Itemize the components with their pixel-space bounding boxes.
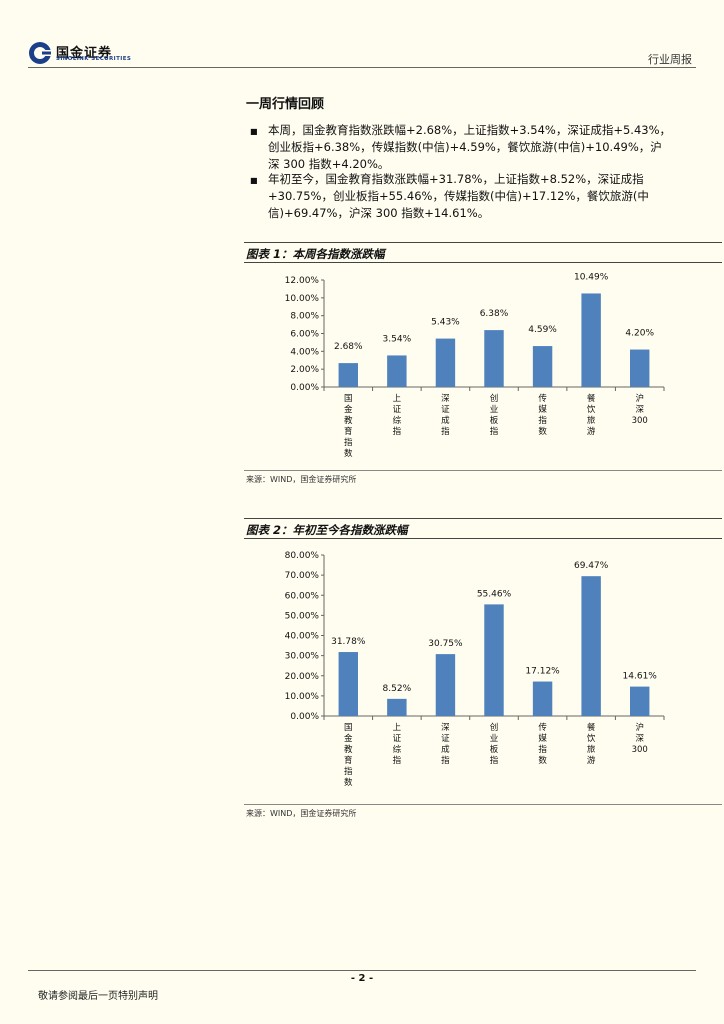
chart2-title: 图表 2：年初至今各指数涨跌幅 bbox=[246, 523, 408, 537]
section-title: 一周行情回顾 bbox=[246, 97, 325, 112]
y-tick-label: 30.00% bbox=[285, 652, 320, 662]
data-label: 4.20% bbox=[625, 329, 654, 339]
chart2-bottom-rule bbox=[244, 804, 722, 805]
category-label: 国金教育指数 bbox=[344, 723, 353, 788]
bar-3 bbox=[435, 338, 456, 387]
paragraph-line: 创业板指+6.38%，传媒指数(中信)+4.59%，餐饮旅游(中信)+10.49… bbox=[268, 140, 662, 154]
data-label: 5.43% bbox=[431, 318, 460, 328]
category-label: 上证综指 bbox=[393, 723, 402, 766]
paragraph-line: 信)+69.47%，沪深 300 指数+14.61%。 bbox=[268, 206, 490, 220]
bar-7 bbox=[630, 686, 650, 716]
y-tick-label: 60.00% bbox=[285, 591, 320, 601]
chart2-source: 来源：WIND，国金证券研究所 bbox=[246, 809, 357, 818]
bar-4 bbox=[484, 330, 504, 387]
chart2-bar-chart: 0.00% 10.00% 20.00% 30.00% 40.00% 50.00% 60.00… bbox=[285, 551, 665, 788]
data-label: 2.68% bbox=[334, 342, 363, 352]
bar-1 bbox=[338, 363, 358, 387]
y-tick-label: 40.00% bbox=[285, 632, 320, 642]
y-tick-label: 10.00% bbox=[285, 294, 320, 304]
category-label: 沪深 300 bbox=[632, 722, 648, 755]
logo-name: 国金证券 bbox=[56, 46, 113, 61]
category-label: 餐饮旅游 bbox=[587, 394, 596, 437]
bar-4 bbox=[484, 604, 504, 716]
bar-6 bbox=[581, 293, 601, 387]
chart1-title: 图表 1：本周各指数涨跌幅 bbox=[246, 247, 385, 261]
category-label: 创业板指 bbox=[490, 393, 499, 437]
bullet-icon: ■ bbox=[250, 176, 258, 185]
y-tick-label: 0.00% bbox=[290, 383, 319, 393]
paragraph-line: 本周，国金教育指数涨跌幅+2.68%，上证指数+3.54%，深证成指+5.43%… bbox=[268, 123, 672, 137]
category-label: 传媒指数 bbox=[538, 722, 547, 766]
y-tick-label: 8.00% bbox=[290, 312, 319, 322]
category-label: 沪深 300 bbox=[632, 393, 648, 426]
disclaimer-note: 敬请参阅最后一页特别声明 bbox=[38, 991, 158, 1002]
chart1-bar-chart: 0.00% 2.00% 4.00% 6.00% 8.00% 10.00% 12.00% 2.6… bbox=[285, 272, 665, 459]
paragraph-line: 年初至今，国金教育指数涨跌幅+31.78%，上证指数+8.52%，深证成指 bbox=[268, 172, 644, 186]
y-tick-label: 2.00% bbox=[290, 365, 319, 375]
report-type: 行业周报 bbox=[648, 53, 692, 66]
chart1-title-rule bbox=[244, 262, 722, 263]
y-tick-label: 10.00% bbox=[285, 692, 320, 702]
footer-divider bbox=[28, 970, 696, 971]
page-number: - 2 - bbox=[350, 973, 374, 984]
bar-1 bbox=[338, 652, 358, 716]
data-label: 10.49% bbox=[574, 272, 609, 282]
logo-subtitle: SINOLINK SECURITIES bbox=[56, 56, 132, 62]
y-tick-label: 50.00% bbox=[285, 611, 320, 621]
category-label: 上证综指 bbox=[393, 394, 402, 437]
y-tick-label: 4.00% bbox=[290, 347, 319, 357]
logo-emblem-icon bbox=[29, 42, 51, 64]
data-label: 14.61% bbox=[623, 672, 658, 682]
category-label: 餐饮旅游 bbox=[587, 723, 596, 766]
data-label: 31.78% bbox=[331, 637, 366, 647]
bullet-icon: ■ bbox=[250, 127, 258, 136]
y-tick-label: 0.00% bbox=[290, 712, 319, 722]
paragraph-weekly: 本周，国金教育指数涨跌幅+2.68%，上证指数+3.54%，深证成指+5.43%… bbox=[268, 122, 698, 173]
bar-7 bbox=[630, 349, 650, 387]
data-label: 3.54% bbox=[383, 334, 412, 344]
paragraph-line: +30.75%，创业板指+55.46%，传媒指数(中信)+17.12%，餐饮旅游… bbox=[268, 189, 649, 203]
data-label: 30.75% bbox=[428, 639, 463, 649]
chart2-title-rule bbox=[244, 538, 722, 539]
chart2-top-rule bbox=[244, 518, 722, 519]
chart1-top-rule bbox=[244, 242, 722, 243]
company-logo: 国金证券 SINOLINK SECURITIES bbox=[28, 40, 133, 66]
data-label: 8.52% bbox=[383, 684, 412, 694]
bar-2 bbox=[387, 698, 407, 716]
paragraph-ytd: 年初至今，国金教育指数涨跌幅+31.78%，上证指数+8.52%，深证成指 +3… bbox=[268, 171, 698, 222]
bar-5 bbox=[532, 681, 553, 716]
data-label: 69.47% bbox=[574, 561, 609, 571]
category-label: 深证成指 bbox=[441, 394, 450, 437]
y-tick-label: 12.00% bbox=[285, 276, 320, 286]
bar-5 bbox=[532, 346, 553, 387]
data-label: 4.59% bbox=[528, 325, 557, 335]
data-label: 17.12% bbox=[525, 667, 560, 677]
paragraph-line: 深 300 指数+4.20%。 bbox=[268, 157, 390, 171]
category-label: 创业板指 bbox=[490, 722, 499, 766]
category-label: 国金教育指数 bbox=[344, 394, 353, 459]
y-tick-label: 80.00% bbox=[285, 551, 320, 561]
chart1-bottom-rule bbox=[244, 470, 722, 471]
category-label: 传媒指数 bbox=[538, 393, 547, 437]
y-tick-label: 20.00% bbox=[285, 672, 320, 682]
category-label: 深证成指 bbox=[441, 723, 450, 766]
y-tick-label: 6.00% bbox=[290, 330, 319, 340]
data-label: 55.46% bbox=[477, 589, 512, 599]
data-label: 6.38% bbox=[480, 309, 509, 319]
y-tick-label: 70.00% bbox=[285, 571, 320, 581]
bar-3 bbox=[435, 654, 456, 716]
bar-6 bbox=[581, 576, 601, 716]
bar-2 bbox=[387, 355, 407, 387]
header-divider bbox=[28, 67, 696, 68]
chart1-source: 来源：WIND，国金证券研究所 bbox=[246, 475, 357, 484]
